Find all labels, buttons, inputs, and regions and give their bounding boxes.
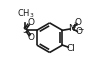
Text: O: O xyxy=(27,33,34,42)
Text: CH$_3$: CH$_3$ xyxy=(17,8,34,20)
Text: O: O xyxy=(75,27,82,36)
Text: N: N xyxy=(68,24,75,33)
Text: O: O xyxy=(74,18,81,27)
Text: O: O xyxy=(27,18,34,27)
Text: +: + xyxy=(71,21,77,30)
Text: −: − xyxy=(78,25,84,34)
Text: Cl: Cl xyxy=(66,44,75,53)
Text: S: S xyxy=(23,26,28,35)
